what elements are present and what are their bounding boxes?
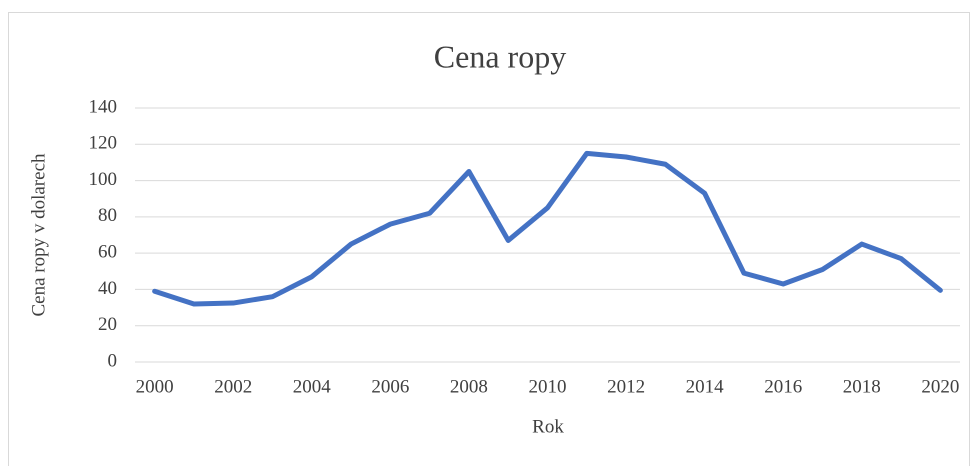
x-axis-label: Rok	[532, 416, 564, 437]
x-tick-label: 2004	[293, 376, 332, 397]
x-tick-label: 2002	[214, 376, 252, 397]
y-tick-label: 140	[89, 96, 118, 117]
y-axis-label: Cena ropy v dolarech	[28, 153, 49, 317]
x-tick-label: 2000	[136, 376, 174, 397]
x-tick-label: 2006	[371, 376, 409, 397]
data-line	[152, 150, 943, 307]
y-tick-label: 40	[98, 278, 117, 299]
y-tick-label: 0	[108, 350, 118, 371]
chart-border	[8, 12, 970, 466]
x-tick-label: 2018	[843, 376, 881, 397]
x-tick-label: 2010	[529, 376, 567, 397]
chart-title: Cena ropy	[434, 38, 566, 74]
y-tick-label: 80	[98, 205, 117, 226]
y-tick-label: 20	[98, 314, 117, 335]
y-tick-label: 60	[98, 242, 117, 263]
y-tick-label: 120	[89, 133, 118, 154]
y-tick-label: 100	[89, 169, 118, 190]
x-tick-label: 2012	[607, 376, 645, 397]
x-tick-label: 2016	[764, 376, 802, 397]
x-tick-label: 2020	[921, 376, 959, 397]
x-tick-label: 2014	[686, 376, 725, 397]
x-tick-label: 2008	[450, 376, 488, 397]
